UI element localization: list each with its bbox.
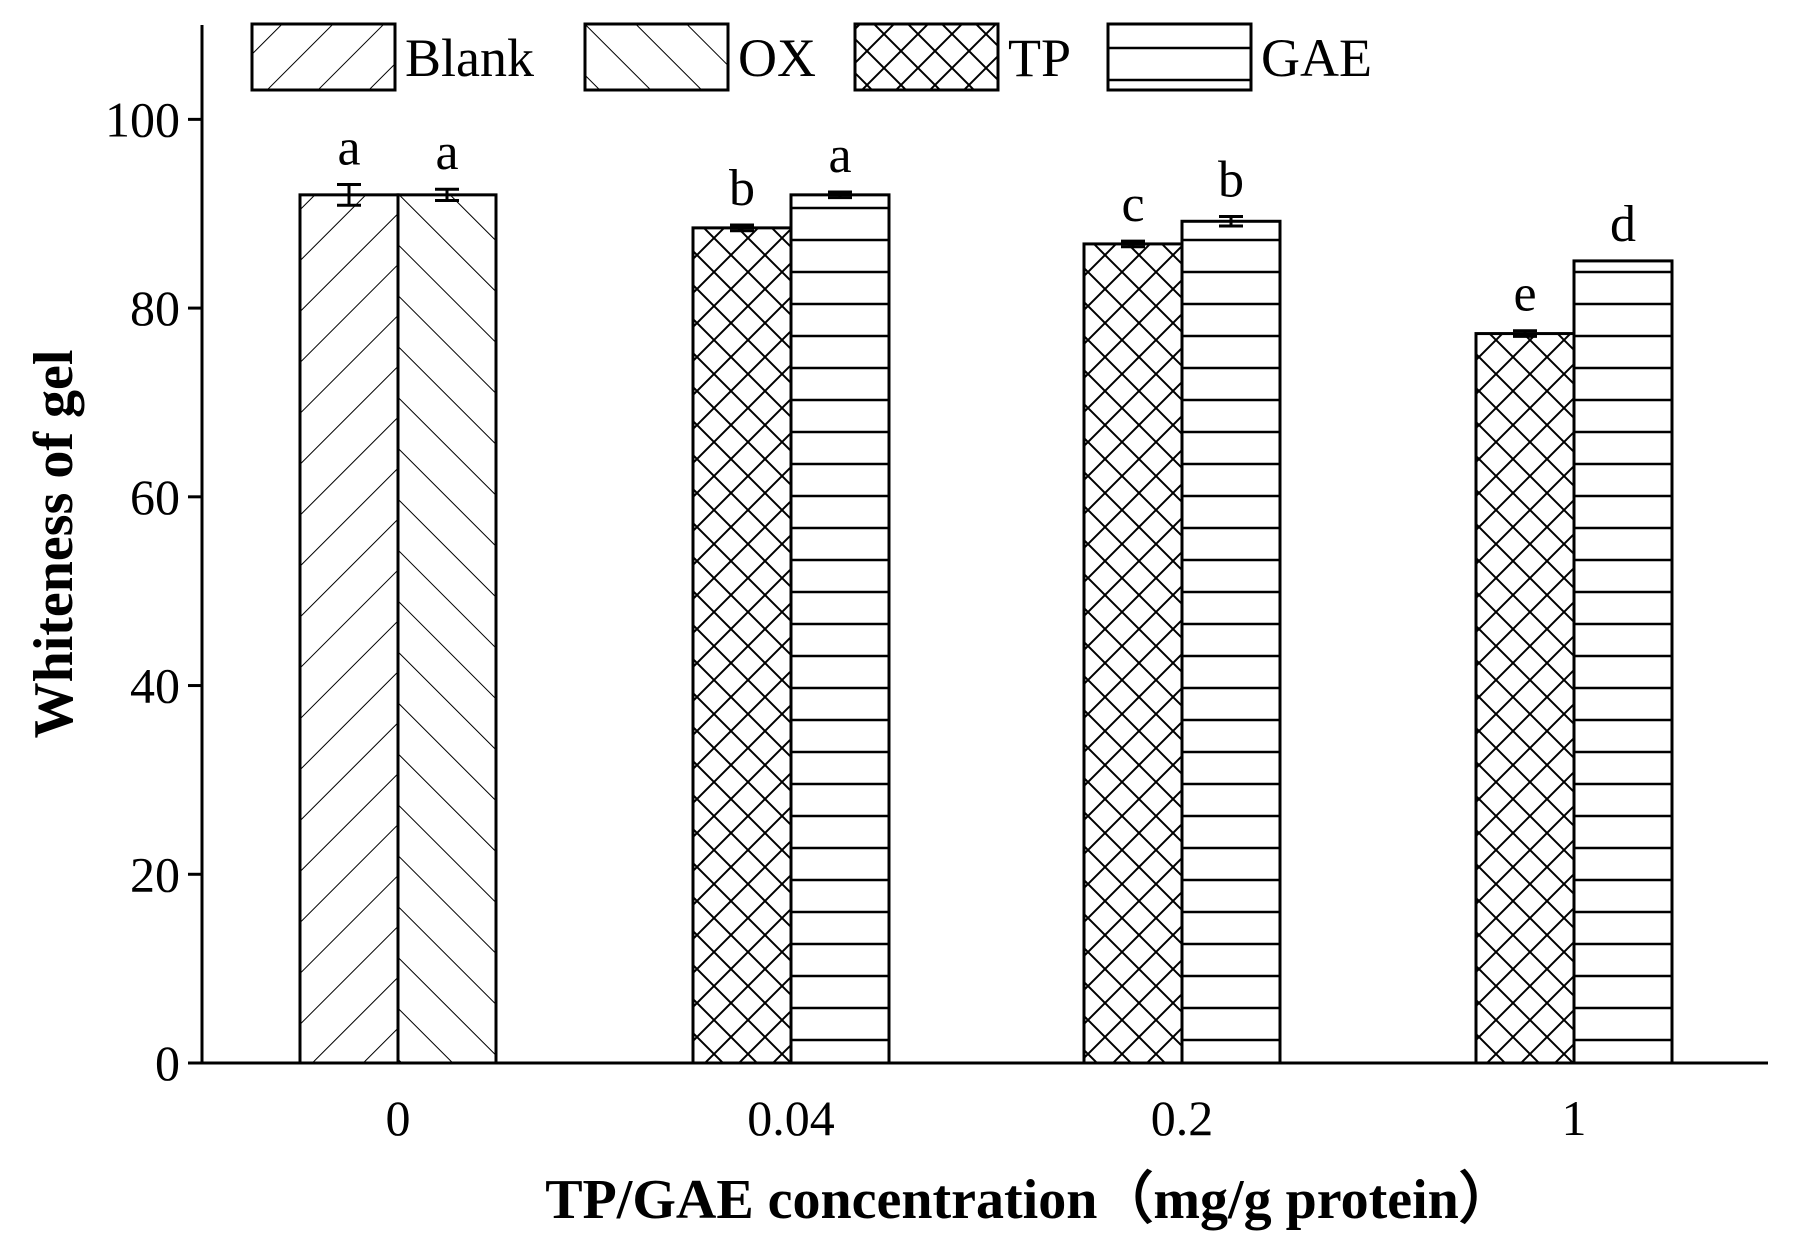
legend-label-blank: Blank (405, 28, 534, 88)
legend-swatch-tp (853, 22, 1000, 92)
significance-letter: a (435, 124, 458, 181)
significance-letter: b (729, 160, 755, 217)
y-tick-label: 60 (130, 469, 180, 525)
bar-tp-0.2 (1082, 242, 1184, 1065)
y-tick-label: 100 (105, 91, 180, 147)
bar-blank-0 (298, 193, 400, 1065)
significance-letter: a (828, 127, 851, 184)
bar-gae-1 (1572, 259, 1674, 1065)
y-tick-label: 0 (155, 1035, 180, 1091)
y-axis-title: Whiteness of gel (23, 350, 85, 739)
significance-letter: a (337, 119, 360, 176)
legend-label-ox: OX (738, 28, 816, 88)
x-tick-label: 0.04 (747, 1090, 835, 1146)
significance-letter: b (1218, 152, 1244, 209)
bars (298, 193, 1674, 1065)
significance-letter: c (1121, 176, 1144, 233)
x-tick-label: 0 (386, 1090, 411, 1146)
bar-gae-0.04 (789, 193, 891, 1065)
significance-letter: e (1513, 266, 1536, 323)
legend-swatch-gae (1106, 22, 1253, 92)
bar-gae-0.2 (1180, 219, 1282, 1065)
y-tick-label: 80 (130, 280, 180, 336)
bar-tp-1 (1474, 332, 1576, 1065)
legend-swatch-ox (583, 22, 730, 92)
legend: Blank OX TP GAE (250, 22, 1372, 92)
y-tick-label: 40 (130, 658, 180, 714)
legend-label-gae: GAE (1261, 28, 1372, 88)
error-bars (337, 182, 1537, 338)
bar-tp-0.04 (691, 226, 793, 1065)
significance-letter: d (1610, 196, 1636, 253)
significance-labels: a a b a c b e d (337, 119, 1636, 322)
y-ticks: 0 20 40 60 80 100 (105, 91, 202, 1091)
x-axis-title: TP/GAE concentration（mg/g protein） (545, 1168, 1515, 1231)
x-tick-label: 0.2 (1151, 1090, 1214, 1146)
x-tick-label: 1 (1562, 1090, 1587, 1146)
bar-ox-0 (396, 193, 498, 1065)
legend-label-tp: TP (1008, 28, 1071, 88)
y-tick-label: 20 (130, 846, 180, 902)
x-ticks: 0 0.04 0.2 1 (386, 1090, 1587, 1146)
legend-swatch-blank (250, 22, 397, 92)
